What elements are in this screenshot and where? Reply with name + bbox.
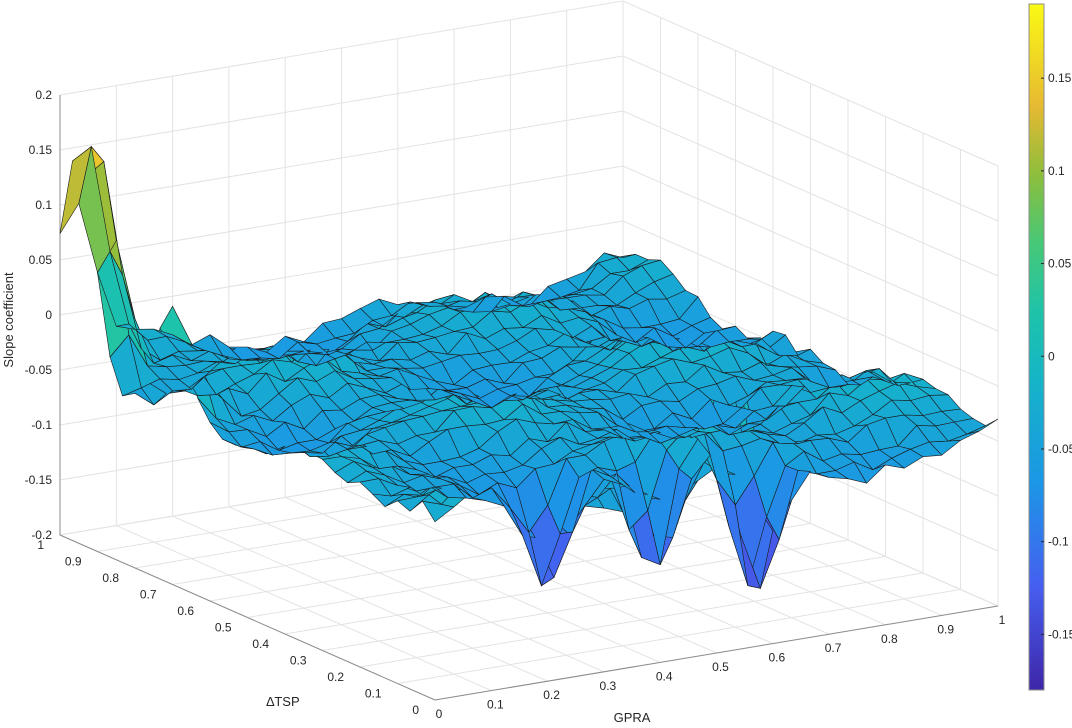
y-tick-label: 0 — [412, 703, 419, 717]
y-tick-label: 0.5 — [215, 621, 232, 635]
x-tick-label: 0.3 — [600, 679, 617, 693]
y-tick-label: 0.8 — [102, 571, 119, 585]
z-tick-label: 0.15 — [29, 143, 53, 157]
colorbar-tick-label: -0.15 — [1048, 627, 1072, 641]
z-tick-label: 0.1 — [35, 198, 52, 212]
colorbar-tick-label: -0.1 — [1048, 535, 1069, 549]
colorbar: 0.15 0.1 0.05 0 -0.05 -0.1 -0.15 — [1028, 3, 1072, 691]
z-tick-label: -0.05 — [25, 363, 53, 377]
z-tick-label: 0 — [45, 308, 52, 322]
colorbar-tick-label: 0 — [1048, 349, 1055, 363]
grid-line-z — [59, 220, 999, 387]
y-tick-label: 0.1 — [365, 687, 382, 701]
y-tick-label: 0.2 — [327, 670, 344, 684]
x-axis-label: GPRA — [614, 710, 651, 725]
y-tick-label: 0.9 — [65, 555, 82, 569]
grid-line-z — [59, 55, 999, 222]
x-tick-label: 0.1 — [487, 698, 504, 712]
x-tick-label: 1 — [999, 613, 1006, 627]
x-tick-label: 0.9 — [937, 622, 954, 636]
colorbar-tick-label: -0.05 — [1048, 442, 1072, 456]
grid-line-z — [59, 165, 999, 332]
colorbar-tick-label: 0.1 — [1048, 164, 1065, 178]
y-tick-label: 0.4 — [252, 637, 269, 651]
z-tick-label: 0.2 — [35, 88, 52, 102]
x-tick-label: 0.4 — [656, 669, 673, 683]
z-tick-label: -0.1 — [31, 418, 52, 432]
y-tick-label: 0.7 — [140, 588, 157, 602]
colorbar-tick-label: 0.15 — [1048, 71, 1072, 85]
x-tick-label: 0.7 — [825, 641, 842, 655]
x-tick-label: 0.5 — [712, 660, 729, 674]
x-axis-line — [434, 605, 999, 701]
x-tick-label: 0.8 — [881, 632, 898, 646]
y-axis-label: ∆TSP — [266, 694, 299, 709]
colorbar-tick-label: 0.05 — [1048, 257, 1072, 271]
z-tick-label: -0.2 — [31, 528, 52, 542]
z-tick-label: 0.05 — [29, 253, 53, 267]
x-tick-label: 0 — [436, 707, 443, 721]
y-tick-label: 0.3 — [290, 654, 307, 668]
y-axis-line — [59, 534, 436, 701]
z-tick-label: -0.15 — [25, 473, 53, 487]
x-tick-label: 0.2 — [543, 688, 560, 702]
z-axis-label: Slope coefficient — [1, 272, 16, 368]
grid-line-z — [59, 110, 999, 277]
colorbar-bar — [1028, 3, 1045, 691]
y-tick-label: 1 — [37, 538, 44, 552]
surface-mesh — [59, 145, 999, 590]
x-tick-label: 0.6 — [768, 651, 785, 665]
y-tick-label: 0.6 — [177, 604, 194, 618]
grid-line-z — [59, 0, 999, 167]
surface-patch — [59, 145, 92, 234]
tick-labels: -0.2 -0.15 -0.1 -0.05 0 0.05 0.1 0.15 0.2 0 0.1 0.2… — [25, 88, 1006, 721]
